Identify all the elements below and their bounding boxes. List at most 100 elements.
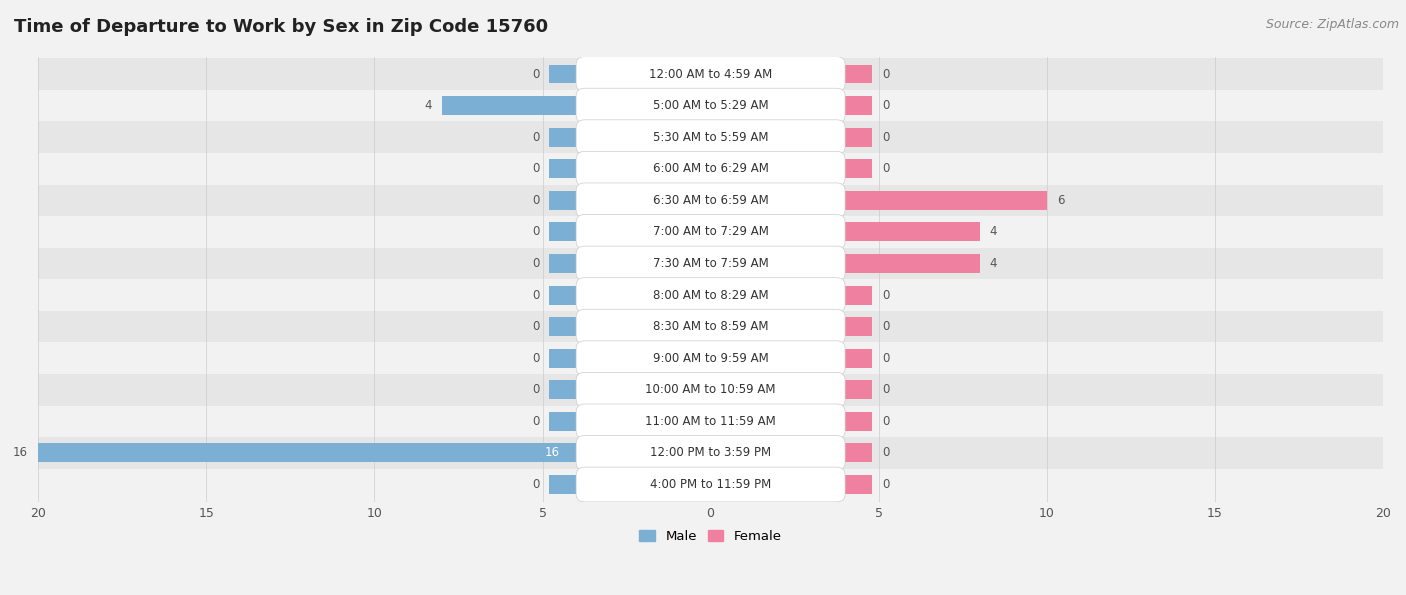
- Bar: [845, 223, 980, 242]
- FancyBboxPatch shape: [576, 309, 845, 344]
- Bar: [845, 286, 872, 305]
- Text: 0: 0: [882, 352, 890, 365]
- Text: 0: 0: [531, 162, 538, 176]
- Text: Source: ZipAtlas.com: Source: ZipAtlas.com: [1265, 18, 1399, 31]
- Text: 0: 0: [882, 383, 890, 396]
- Bar: [38, 279, 1384, 311]
- Bar: [845, 64, 872, 83]
- FancyBboxPatch shape: [576, 151, 845, 186]
- Text: 4: 4: [990, 257, 997, 270]
- Bar: [550, 380, 576, 399]
- Bar: [38, 311, 1384, 342]
- FancyBboxPatch shape: [576, 215, 845, 249]
- Text: Time of Departure to Work by Sex in Zip Code 15760: Time of Departure to Work by Sex in Zip …: [14, 18, 548, 36]
- Bar: [38, 90, 1384, 121]
- Text: 0: 0: [882, 478, 890, 491]
- Bar: [38, 406, 1384, 437]
- Bar: [38, 443, 576, 462]
- Text: 0: 0: [531, 352, 538, 365]
- FancyBboxPatch shape: [576, 404, 845, 439]
- Bar: [845, 96, 872, 115]
- FancyBboxPatch shape: [576, 120, 845, 155]
- Bar: [845, 317, 872, 336]
- Bar: [550, 159, 576, 178]
- Bar: [550, 128, 576, 146]
- Bar: [38, 437, 1384, 469]
- Bar: [550, 286, 576, 305]
- Bar: [38, 184, 1384, 216]
- Text: 4:00 PM to 11:59 PM: 4:00 PM to 11:59 PM: [650, 478, 772, 491]
- Text: 0: 0: [882, 446, 890, 459]
- Bar: [845, 412, 872, 431]
- FancyBboxPatch shape: [576, 183, 845, 218]
- Text: 12:00 AM to 4:59 AM: 12:00 AM to 4:59 AM: [650, 67, 772, 80]
- Bar: [38, 121, 1384, 153]
- Text: 4: 4: [425, 99, 432, 112]
- Bar: [38, 153, 1384, 184]
- Bar: [845, 443, 872, 462]
- Text: 0: 0: [531, 383, 538, 396]
- Bar: [38, 248, 1384, 279]
- Bar: [550, 475, 576, 494]
- Text: 0: 0: [882, 67, 890, 80]
- Text: 0: 0: [882, 415, 890, 428]
- Bar: [845, 128, 872, 146]
- Text: 0: 0: [882, 162, 890, 176]
- Legend: Male, Female: Male, Female: [634, 525, 787, 549]
- Bar: [550, 254, 576, 273]
- FancyBboxPatch shape: [576, 467, 845, 502]
- Text: 6:00 AM to 6:29 AM: 6:00 AM to 6:29 AM: [652, 162, 769, 176]
- Bar: [845, 159, 872, 178]
- Text: 0: 0: [531, 415, 538, 428]
- Text: 0: 0: [882, 99, 890, 112]
- Bar: [550, 412, 576, 431]
- Bar: [845, 191, 1047, 210]
- Text: 5:30 AM to 5:59 AM: 5:30 AM to 5:59 AM: [652, 131, 768, 143]
- Text: 0: 0: [882, 320, 890, 333]
- Text: 4: 4: [990, 226, 997, 239]
- Text: 0: 0: [531, 131, 538, 143]
- Bar: [38, 342, 1384, 374]
- Text: 10:00 AM to 10:59 AM: 10:00 AM to 10:59 AM: [645, 383, 776, 396]
- Text: 0: 0: [531, 320, 538, 333]
- Bar: [845, 349, 872, 368]
- FancyBboxPatch shape: [576, 372, 845, 407]
- Bar: [845, 475, 872, 494]
- Bar: [38, 469, 1384, 500]
- Text: 0: 0: [531, 226, 538, 239]
- Text: 8:00 AM to 8:29 AM: 8:00 AM to 8:29 AM: [652, 289, 769, 302]
- FancyBboxPatch shape: [576, 278, 845, 312]
- FancyBboxPatch shape: [576, 57, 845, 92]
- FancyBboxPatch shape: [576, 246, 845, 281]
- Bar: [550, 317, 576, 336]
- Text: 7:30 AM to 7:59 AM: 7:30 AM to 7:59 AM: [652, 257, 769, 270]
- Bar: [845, 380, 872, 399]
- Text: 0: 0: [882, 131, 890, 143]
- Text: 0: 0: [531, 67, 538, 80]
- Text: 16: 16: [544, 446, 560, 459]
- Text: 12:00 PM to 3:59 PM: 12:00 PM to 3:59 PM: [650, 446, 770, 459]
- Text: 7:00 AM to 7:29 AM: 7:00 AM to 7:29 AM: [652, 226, 769, 239]
- FancyBboxPatch shape: [576, 436, 845, 470]
- Bar: [441, 96, 576, 115]
- Text: 6:30 AM to 6:59 AM: 6:30 AM to 6:59 AM: [652, 194, 769, 207]
- Text: 6: 6: [1057, 194, 1064, 207]
- Text: 0: 0: [531, 257, 538, 270]
- Bar: [550, 349, 576, 368]
- Text: 8:30 AM to 8:59 AM: 8:30 AM to 8:59 AM: [652, 320, 768, 333]
- Text: 16: 16: [13, 446, 28, 459]
- FancyBboxPatch shape: [576, 341, 845, 375]
- Bar: [845, 254, 980, 273]
- Bar: [38, 58, 1384, 90]
- Text: 0: 0: [882, 289, 890, 302]
- Bar: [550, 64, 576, 83]
- Bar: [38, 374, 1384, 406]
- FancyBboxPatch shape: [576, 88, 845, 123]
- Text: 0: 0: [531, 478, 538, 491]
- Text: 11:00 AM to 11:59 AM: 11:00 AM to 11:59 AM: [645, 415, 776, 428]
- Bar: [550, 223, 576, 242]
- Text: 5:00 AM to 5:29 AM: 5:00 AM to 5:29 AM: [652, 99, 769, 112]
- Bar: [550, 191, 576, 210]
- Text: 9:00 AM to 9:59 AM: 9:00 AM to 9:59 AM: [652, 352, 769, 365]
- Text: 0: 0: [531, 289, 538, 302]
